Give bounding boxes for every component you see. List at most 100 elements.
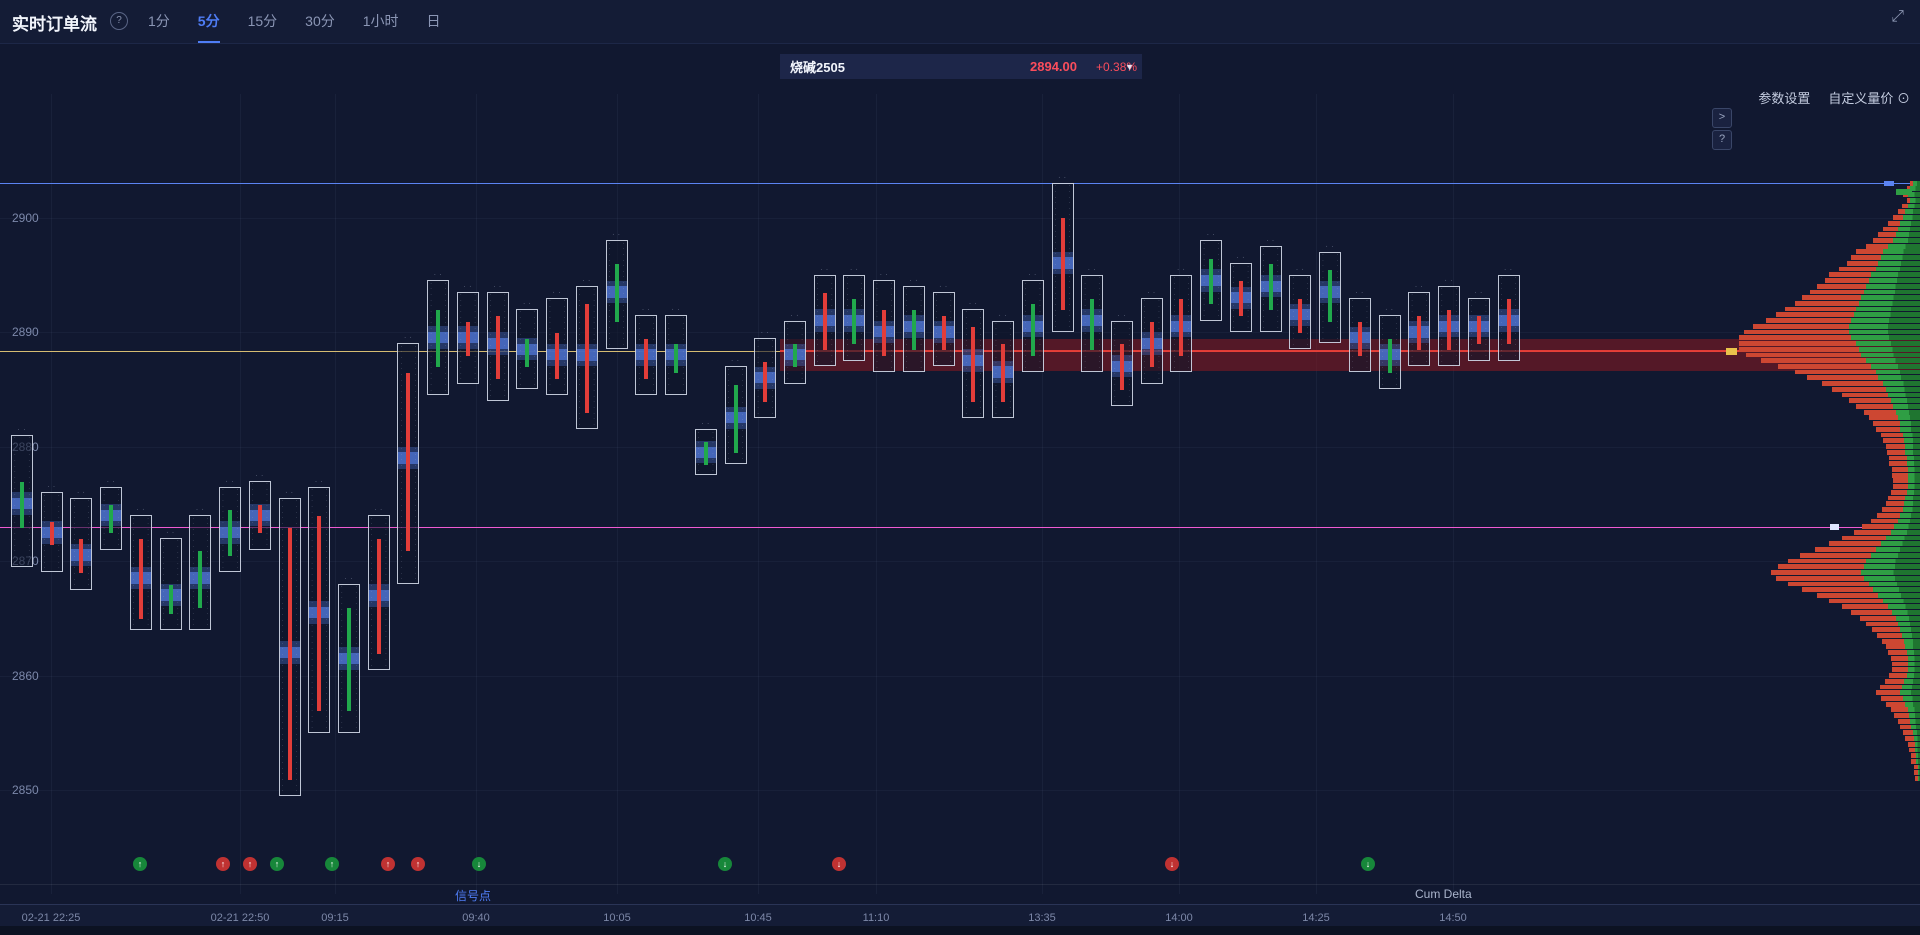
footprint-candle[interactable]: · · · · · · · · · · · · · · · · · · · · · · · · · · · · · · <box>635 307 658 395</box>
volume-profile-sell-bar <box>1829 541 1881 547</box>
volume-profile-buy-bar <box>1875 369 1920 375</box>
footprint-candle[interactable]: · · · · · · · · · · · · · · · · · · · · · · · · · · · · · · · · · · <box>70 490 93 590</box>
footprint-candle[interactable]: · · · · · · · · · · · · · · · · · · · · · · · · · · · · · · · · <box>843 267 866 361</box>
footprint-candle[interactable]: · · · · · · · · · · · · · · · · · · · · · · · · · · · · · · · · · · <box>456 284 479 384</box>
footprint-candle[interactable]: · · · · · · · · · · · · · · · · · · · · · · · · · · · · · · · · · · <box>873 272 896 373</box>
timeframe-tab[interactable]: 30分 <box>305 13 335 29</box>
footprint-candle[interactable]: · · · · · · · · · · · · · · · · · · · · · · · · · · · · · · · · · · · · <box>1170 267 1193 373</box>
footprint-candle[interactable]: · · · · · · · · · · · · · · · · · · · · · · · · · · · · · · <box>1438 278 1461 367</box>
footprint-candle[interactable]: · · · · · · · · · · · · · · · · · · · · · · · · · · · · · · · · · · · · · · · ·… <box>367 507 390 670</box>
footprint-candle[interactable]: · · · · · · · · · · · · · · · · · · · · · · · · · · <box>248 473 271 550</box>
volume-profile-sell-bar <box>1893 484 1908 489</box>
footprint-candle[interactable]: · · · · · · · · · · · · · · · · · · · · · · · · · · · · · · · · · · · · <box>992 313 1015 418</box>
footprint-candle[interactable]: · · · · · · · · · · · · · · · · · · · · · · · · · · · · · · · · · · · · · · · ·… <box>129 507 152 630</box>
footprint-cell-row: · · <box>43 542 60 549</box>
footprint-candle[interactable]: · · · · · · · · · · · · · · · · · · · · · · · · · · · · · · · · <box>1259 238 1282 332</box>
footprint-cell-row: · · <box>400 536 417 543</box>
footprint-candle[interactable]: · · · · · · · · · · · · · · · · · · <box>694 421 717 476</box>
signal-point-label[interactable]: 信号点 <box>455 889 492 903</box>
footprint-candle[interactable]: · · · · · · · · · · · · · · · · · · · · · · · · · · · · · · · · · · · · · · · ·… <box>575 278 598 430</box>
footprint-candle[interactable]: · · · · · · · · · · · · · · · · · · · · · · · · · · · · <box>1348 290 1371 373</box>
instrument-selector[interactable]: 烧碱2505 2894.00 +0.38% ▼ <box>780 54 1142 79</box>
footprint-cell-row: · · <box>935 342 952 349</box>
footprint-cell-row: · · <box>816 336 833 343</box>
footer-divider <box>0 884 1920 885</box>
timeframe-tab[interactable]: 日 <box>426 13 441 29</box>
candle-volume-caption: · · <box>939 283 948 290</box>
footprint-candle[interactable]: · · · · · · · · · · · · · · · · · · · · · · · · · · · · · · <box>516 301 539 390</box>
footprint-candle[interactable]: · · · · · · · · · · · · · · · · · · · · · · · · · · · · · · · · <box>1497 267 1520 361</box>
footprint-cell-row: · · <box>668 376 685 383</box>
footprint-candle[interactable]: · · · · · · · · · · · · · · · · · · · · · · · · · · · · · · · · · · · · · · · ·… <box>189 507 212 630</box>
footprint-candle[interactable]: · · · · · · · · · · · · · · · · · · · · · · · · · · · · · · · · <box>1111 313 1133 407</box>
chart-scrollbar[interactable] <box>0 926 1920 935</box>
footprint-candle[interactable]: · · · · · · · · · · · · · · · · · · · · · · · · · · · · · · · · · · · · · · · … <box>486 284 509 401</box>
footprint-cell-row: · · <box>132 594 149 601</box>
footprint-cell-row: · · <box>757 399 774 406</box>
footprint-cell-row: · · <box>341 595 358 602</box>
footprint-candle[interactable]: · · · · · · · · · · · · · · · · · · · · · · · · · · · · · · · · · · · · · · · ·… <box>11 427 33 567</box>
custom-volume-price-button[interactable]: 自定义量价 ⊙ <box>1828 88 1910 107</box>
footprint-candle[interactable]: · · · · · · · · · · · · · · · · · · · · · · · · <box>1467 290 1490 361</box>
footprint-candle[interactable]: · · · · · · · · · · · · · · · · · · · · · · · · · · · · <box>1408 284 1431 367</box>
timeframe-tab[interactable]: 1小时 <box>362 13 399 29</box>
instrument-price: 2894.00 <box>1030 59 1077 74</box>
footprint-candle[interactable]: · · · · · · · · · · · · · · · · · · · · · · · · · · · · · · · · <box>902 278 925 373</box>
settings-button[interactable]: 参数设置 <box>1758 91 1811 106</box>
candle-volume-caption: · · <box>1117 312 1127 319</box>
footprint-candle[interactable]: · · · · · · · · · · · · · · · · · · · · · · · · · · · · · · · · · · · · · · · … <box>605 232 628 350</box>
footprint-candle[interactable]: · · · · · · · · · · · · · · · · · · · · · · · · · · · · · · · · · · <box>1319 244 1342 344</box>
footprint-cell-row: · · <box>935 347 952 354</box>
footprint-candle[interactable]: · · · · · · · · · · · · · · · · · · · · · · · · · · · · · · <box>665 307 688 395</box>
footprint-candle[interactable]: · · · · · · · · · · · · · · · · · · · · · · · · · · · · · · · · · · · · · · · ·… <box>1051 175 1074 332</box>
panel-collapse-button[interactable]: > <box>1712 108 1732 128</box>
footprint-candle[interactable]: · · · · · · · · · · · · · · · · · · · · · · · · · · · · · · · · · · · · <box>1081 267 1104 373</box>
footprint-candle[interactable]: · · · · · · · · · · · · · · · · · · · · · · · · · · · · <box>932 284 955 367</box>
footprint-candle[interactable]: · · · · · · · · · · · · · · · · · · · · · · · · · · · · · · · · <box>219 479 242 573</box>
footprint-candle[interactable]: · · · · · · · · · · · · · · · · · · · · · · · · <box>100 479 123 550</box>
footprint-candle[interactable]: · · · · · · · · · · · · · · · · · · · · · · · · · · · · · · · · · · <box>1021 272 1044 373</box>
footprint-cell-row: · · <box>132 622 149 629</box>
footprint-chart-area[interactable]: 290028902880287028602850················… <box>0 44 1920 904</box>
footprint-cell-row: · · <box>311 492 328 499</box>
footprint-candle[interactable]: · · · · · · · · · · · · · · · · · · · · · · · · · · · · · · · · · · · · · · · ·… <box>397 335 420 584</box>
footprint-candle[interactable]: · · · · · · · · · · · · · · · · · · · · · · · · · · · · · · · · · · <box>159 530 182 630</box>
panel-help-button[interactable]: ? <box>1712 130 1732 150</box>
footprint-cell-row: · · <box>1292 280 1309 287</box>
footprint-candle[interactable]: · · · · · · · · · · · · · · · · · · · · · · · · · · · · · · <box>754 330 777 418</box>
timeframe-tab[interactable]: 5分 <box>197 0 220 43</box>
footprint-cell-row: · · <box>1411 308 1428 315</box>
footprint-cell-row: · · <box>578 365 595 372</box>
footprint-cell-row: · · <box>103 531 120 538</box>
footprint-candle[interactable]: · · · · · · · · · · · · · · · · · · · · · · · · <box>783 313 806 384</box>
footprint-cell-row: · · <box>519 381 536 388</box>
footprint-candle[interactable]: · · · · · · · · · · · · · · · · · · · · · · · · · · · · · · · · · · · · <box>546 290 569 395</box>
volume-profile-sell-bar <box>1787 581 1869 587</box>
footprint-candle[interactable]: · · · · · · · · · · · · · · · · · · · · · · · · · · · · · · <box>40 484 63 573</box>
timeframe-tab[interactable]: 1分 <box>148 13 170 29</box>
footprint-candle[interactable]: · · · · · · · · · · · · · · · · · · · · · · · · · · · · <box>1378 307 1401 390</box>
timeframe-tab[interactable]: 15分 <box>247 13 278 29</box>
volume-profile-sell-bar <box>1883 438 1905 444</box>
footprint-cell-row: · · <box>727 383 744 390</box>
footprint-candle[interactable]: · · · · · · · · · · · · · · · · · · · · · · · · · · · · · · · · <box>1140 290 1163 384</box>
footprint-candle[interactable]: · · · · · · · · · · · · · · · · · · · · · · · · · · · · · · · · · · · · <box>724 358 747 464</box>
delta-bar-down <box>644 338 649 379</box>
footprint-cell-row: · · <box>281 521 298 528</box>
volume-profile-buy-bar <box>1900 426 1920 432</box>
footprint-candle[interactable]: · · · · · · · · · · · · · · · · · · · · · · · · · · · · · · · · · · · · · · · ·… <box>308 479 331 733</box>
chevron-down-icon[interactable]: ▼ <box>1125 61 1134 72</box>
footprint-candle[interactable]: · · · · · · · · · · · · · · · · · · · · · · · · · · · · · · · · · · · · · · · ·… <box>338 576 361 733</box>
expand-icon[interactable]: ⤢ <box>1891 8 1904 25</box>
footprint-candle[interactable]: · · · · · · · · · · · · · · · · · · · · · · · · · · · · · · · · · · · · · · · ·… <box>427 272 450 395</box>
help-icon[interactable]: ? <box>110 12 128 30</box>
footprint-candle[interactable]: · · · · · · · · · · · · · · · · · · · · · · · · · · · · · · · · · · <box>813 267 836 367</box>
footprint-candle[interactable]: · · · · · · · · · · · · · · · · · · · · · · · · · · · · <box>1289 267 1312 350</box>
footprint-cell-row: · · <box>400 525 417 532</box>
footprint-cell-row: · · <box>400 576 417 583</box>
footprint-candle[interactable]: · · · · · · · · · · · · · · · · · · · · · · · · · · · · · · · · · · · · · · · … <box>962 301 985 418</box>
footprint-candle[interactable]: · · · · · · · · · · · · · · · · · · · · · · · · · · · · · · · · · · · · · · · ·… <box>278 490 301 796</box>
footprint-candle[interactable]: · · · · · · · · · · · · · · · · · · · · · · · · · · · · · · <box>1200 232 1223 321</box>
footprint-cell-row: · · <box>311 719 328 726</box>
footprint-candle[interactable]: · · · · · · · · · · · · · · · · · · · · · · · · · · <box>1229 255 1252 332</box>
